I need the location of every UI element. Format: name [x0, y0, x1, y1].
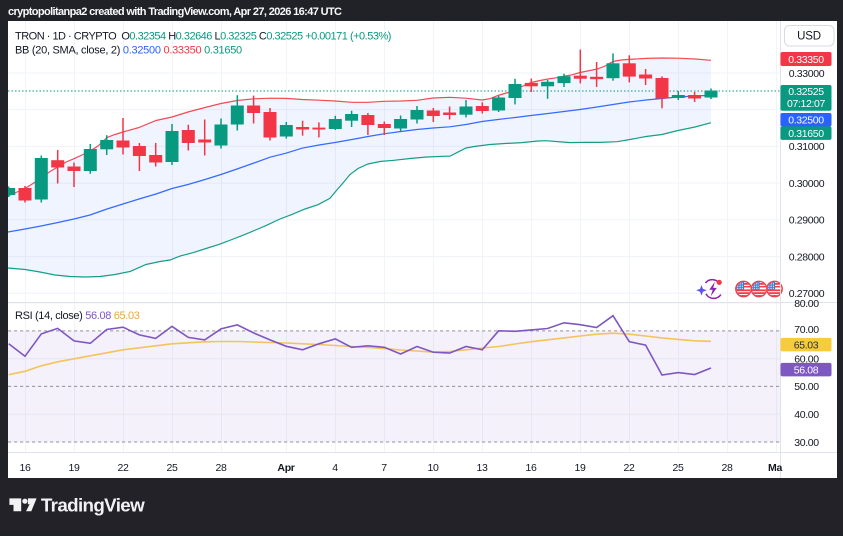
- svg-text:19: 19: [574, 462, 586, 474]
- svg-text:16: 16: [525, 462, 537, 474]
- svg-text:0.31650: 0.31650: [788, 128, 824, 140]
- svg-text:13: 13: [476, 462, 488, 474]
- svg-text:TRON · 1D · CRYPTO O0.32354 H: TRON · 1D · CRYPTO O0.32354 H0.32646 L0.…: [15, 30, 391, 42]
- svg-text:0.31000: 0.31000: [789, 141, 825, 153]
- svg-text:60.00: 60.00: [794, 354, 819, 366]
- svg-text:Apr: Apr: [277, 462, 294, 474]
- svg-text:0.30000: 0.30000: [789, 178, 825, 190]
- svg-text:0.32500: 0.32500: [788, 115, 824, 127]
- svg-text:25: 25: [672, 462, 684, 474]
- svg-text:50.00: 50.00: [794, 381, 819, 393]
- svg-text:22: 22: [623, 462, 635, 474]
- svg-text:4: 4: [332, 462, 338, 474]
- svg-text:cryptopolitanpa2 created with: cryptopolitanpa2 created with TradingVie…: [8, 6, 342, 18]
- svg-text:25: 25: [166, 462, 178, 474]
- svg-text:BB (20, SMA, close, 2) 0.32500: BB (20, SMA, close, 2) 0.32500 0.33350 0…: [15, 44, 242, 56]
- svg-text:22: 22: [117, 462, 129, 474]
- svg-text:Ma: Ma: [768, 462, 782, 474]
- svg-text:0.33000: 0.33000: [789, 68, 825, 80]
- svg-text:10: 10: [427, 462, 439, 474]
- svg-text:80.00: 80.00: [794, 298, 819, 310]
- svg-text:65.03: 65.03: [794, 340, 819, 352]
- svg-text:TradingView: TradingView: [41, 495, 145, 516]
- svg-text:0.28000: 0.28000: [789, 251, 825, 263]
- svg-text:16: 16: [19, 462, 31, 474]
- svg-text:USD: USD: [797, 31, 821, 43]
- svg-text:RSI (14, close) 56.08 65.03: RSI (14, close) 56.08 65.03: [15, 310, 140, 322]
- svg-text:0.32525: 0.32525: [788, 86, 824, 98]
- svg-text:07:12:07: 07:12:07: [787, 98, 826, 110]
- svg-text:7: 7: [381, 462, 387, 474]
- svg-text:56.08: 56.08: [794, 364, 819, 376]
- svg-text:0.33350: 0.33350: [788, 54, 824, 66]
- svg-text:0.27000: 0.27000: [789, 288, 825, 300]
- svg-text:0.29000: 0.29000: [789, 215, 825, 227]
- svg-text:19: 19: [68, 462, 80, 474]
- svg-text:28: 28: [721, 462, 733, 474]
- svg-text:70.00: 70.00: [794, 324, 819, 336]
- svg-text:40.00: 40.00: [794, 409, 819, 421]
- svg-text:28: 28: [215, 462, 227, 474]
- svg-text:30.00: 30.00: [794, 437, 819, 449]
